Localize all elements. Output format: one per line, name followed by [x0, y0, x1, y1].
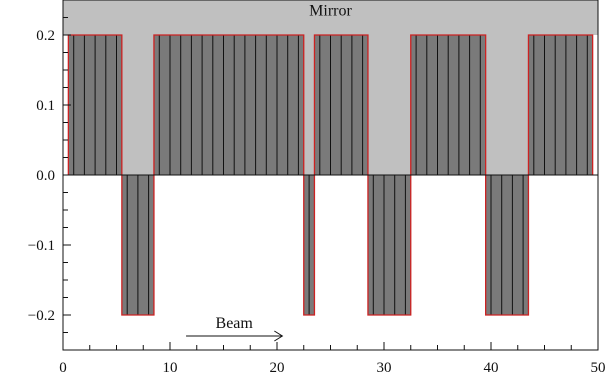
segment-outline-path: [67, 34, 594, 316]
beam-label: Beam: [216, 315, 254, 332]
mirror-segment: [528, 35, 593, 175]
mirror-region: [63, 0, 598, 35]
x-axis: 0 10 20 30 40 50: [59, 342, 606, 376]
y-tick-label: −0.1: [28, 238, 55, 254]
mirror-segment: [367, 175, 411, 315]
x-tick-label: 10: [163, 360, 178, 376]
segment-hatching: [73, 35, 588, 315]
x-tick-label: 40: [484, 360, 499, 376]
mirror-segment: [153, 35, 304, 175]
segment-outline: [67, 34, 594, 316]
mirror-label: Mirror: [309, 2, 352, 19]
y-tick-label: 0.1: [36, 98, 55, 114]
x-tick-label: 30: [377, 360, 392, 376]
x-tick-label: 50: [591, 360, 606, 376]
x-tick-label: 0: [59, 360, 67, 376]
y-axis: 0.2 0.1 0.0 −0.1 −0.2: [28, 0, 71, 351]
y-tick-label: 0.2: [36, 28, 55, 44]
y-tick-label: −0.2: [28, 308, 55, 324]
y-tick-label: 0.0: [36, 168, 55, 184]
beam-arrowhead-icon: [274, 330, 284, 342]
x-tick-label: 20: [270, 360, 285, 376]
mirror-segment: [485, 175, 529, 315]
